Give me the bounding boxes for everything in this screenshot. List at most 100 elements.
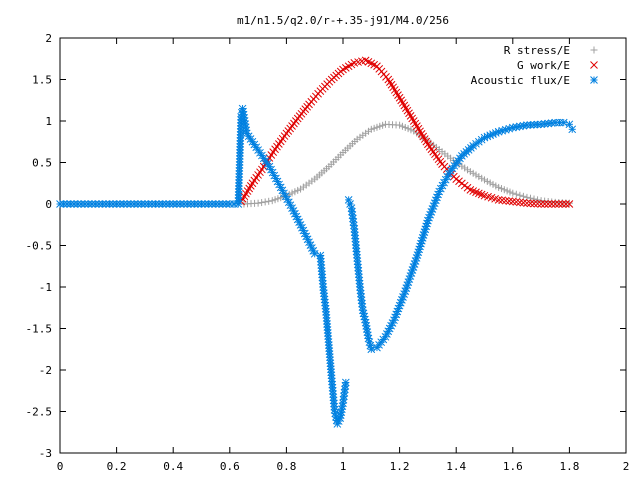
x-tick-label: 1.4	[446, 460, 466, 473]
data-point	[126, 200, 135, 208]
data-point-fill	[258, 199, 266, 207]
data-point-fill	[187, 200, 195, 208]
data-point-fill	[498, 196, 507, 205]
data-point-fill	[158, 200, 167, 208]
legend-label: G work/E	[517, 59, 570, 72]
data-point	[508, 197, 517, 206]
data-point-fill	[392, 310, 401, 319]
data-point-fill	[95, 200, 103, 208]
data-point-fill	[102, 200, 110, 208]
data-point-fill	[547, 119, 556, 127]
data-point-fill	[309, 247, 318, 255]
data-point-fill	[417, 239, 425, 248]
x-tick-label: 0.4	[163, 460, 183, 473]
data-point-fill	[59, 200, 68, 208]
x-tick-label: 1	[340, 460, 347, 473]
y-tick-label: -1	[39, 281, 52, 294]
data-point	[211, 200, 220, 208]
legend-marker	[590, 46, 598, 54]
data-point-fill	[172, 200, 181, 208]
legend-label: R stress/E	[504, 44, 570, 57]
data-point	[494, 195, 503, 204]
x-tick-label: 0.8	[276, 460, 296, 473]
data-point-fill	[519, 192, 527, 200]
data-point-fill	[116, 200, 124, 208]
y-tick-label: 0.5	[32, 157, 52, 170]
data-point-fill	[519, 198, 528, 207]
data-point-fill	[501, 196, 510, 205]
x-tick-label: 1.2	[390, 460, 410, 473]
data-point	[169, 200, 178, 208]
series-2	[56, 104, 577, 428]
data-point-fill	[472, 188, 480, 197]
data-point-fill	[308, 244, 316, 252]
data-point	[537, 200, 545, 208]
data-point	[310, 249, 319, 258]
data-point-fill	[336, 411, 345, 420]
data-point	[559, 118, 568, 127]
data-point-fill	[241, 123, 250, 132]
data-point-fill	[526, 121, 535, 129]
data-point-fill	[346, 200, 354, 208]
y-tick-label: 1.5	[32, 74, 52, 87]
data-point-fill	[512, 198, 521, 206]
data-point-fill	[201, 200, 209, 208]
x-tick-label: 1.6	[503, 460, 523, 473]
data-point	[141, 200, 149, 208]
data-point-fill	[533, 199, 542, 208]
data-point-fill	[516, 191, 524, 199]
data-point-fill	[554, 200, 563, 208]
data-point-fill	[530, 195, 538, 203]
y-tick-label: -3	[39, 447, 52, 460]
data-point-fill	[512, 190, 520, 198]
data-point	[197, 200, 206, 208]
x-axis-ticks: 0 0.2 0.4 0.6 0.8 1 1.2 1.4 1.6 1.8 2	[57, 38, 630, 473]
data-point-fill	[526, 199, 535, 208]
x-tick-label: 0	[57, 460, 64, 473]
x-tick-label: 0.2	[107, 460, 127, 473]
data-point	[551, 200, 560, 208]
data-point-fill	[516, 198, 524, 207]
data-point-fill	[261, 198, 269, 206]
data-point-fill	[544, 200, 553, 208]
data-point-fill	[63, 200, 71, 208]
data-point-fill	[477, 190, 486, 199]
y-tick-label: 2	[45, 32, 52, 45]
data-point-fill	[533, 120, 542, 129]
data-point-fill	[558, 200, 567, 208]
data-point-fill	[540, 200, 549, 208]
y-axis-ticks: 2 1.5 1 0.5 0 -0.5 -1 -1.5 -2 -2.5 -3	[26, 32, 626, 460]
data-point-fill	[334, 417, 343, 425]
legend-label: Acoustic flux/E	[471, 74, 570, 87]
data-point-fill	[505, 197, 514, 205]
data-point	[98, 200, 107, 208]
data-point-fill	[218, 200, 227, 208]
data-point-fill	[338, 402, 347, 411]
data-point-fill	[215, 200, 224, 208]
data-point-fill	[176, 200, 185, 208]
y-tick-label: -2	[39, 364, 52, 377]
y-tick-label: 1	[45, 115, 52, 128]
data-point	[56, 200, 64, 208]
data-point-fill	[80, 200, 89, 208]
data-point-fill	[534, 196, 542, 204]
legend-marker	[590, 76, 598, 84]
data-point	[341, 378, 350, 387]
y-tick-label: -1.5	[26, 323, 53, 336]
x-tick-label: 2	[623, 460, 630, 473]
x-tick-label: 1.8	[559, 460, 579, 473]
data-point-fill	[540, 120, 549, 128]
series-1	[237, 56, 574, 208]
data-point-fill	[194, 200, 202, 208]
data-point-fill	[547, 200, 556, 208]
data-point-fill	[337, 408, 346, 417]
data-point-fill	[474, 189, 483, 198]
data-point-fill	[265, 197, 273, 205]
chart-title: m1/n1.5/q2.0/r-+.35-j91/M4.0/256	[237, 14, 449, 27]
y-tick-label: 0	[45, 198, 52, 211]
data-point	[367, 345, 376, 354]
data-point	[466, 186, 475, 194]
series-0	[240, 120, 573, 208]
data-point-fill	[562, 200, 570, 208]
